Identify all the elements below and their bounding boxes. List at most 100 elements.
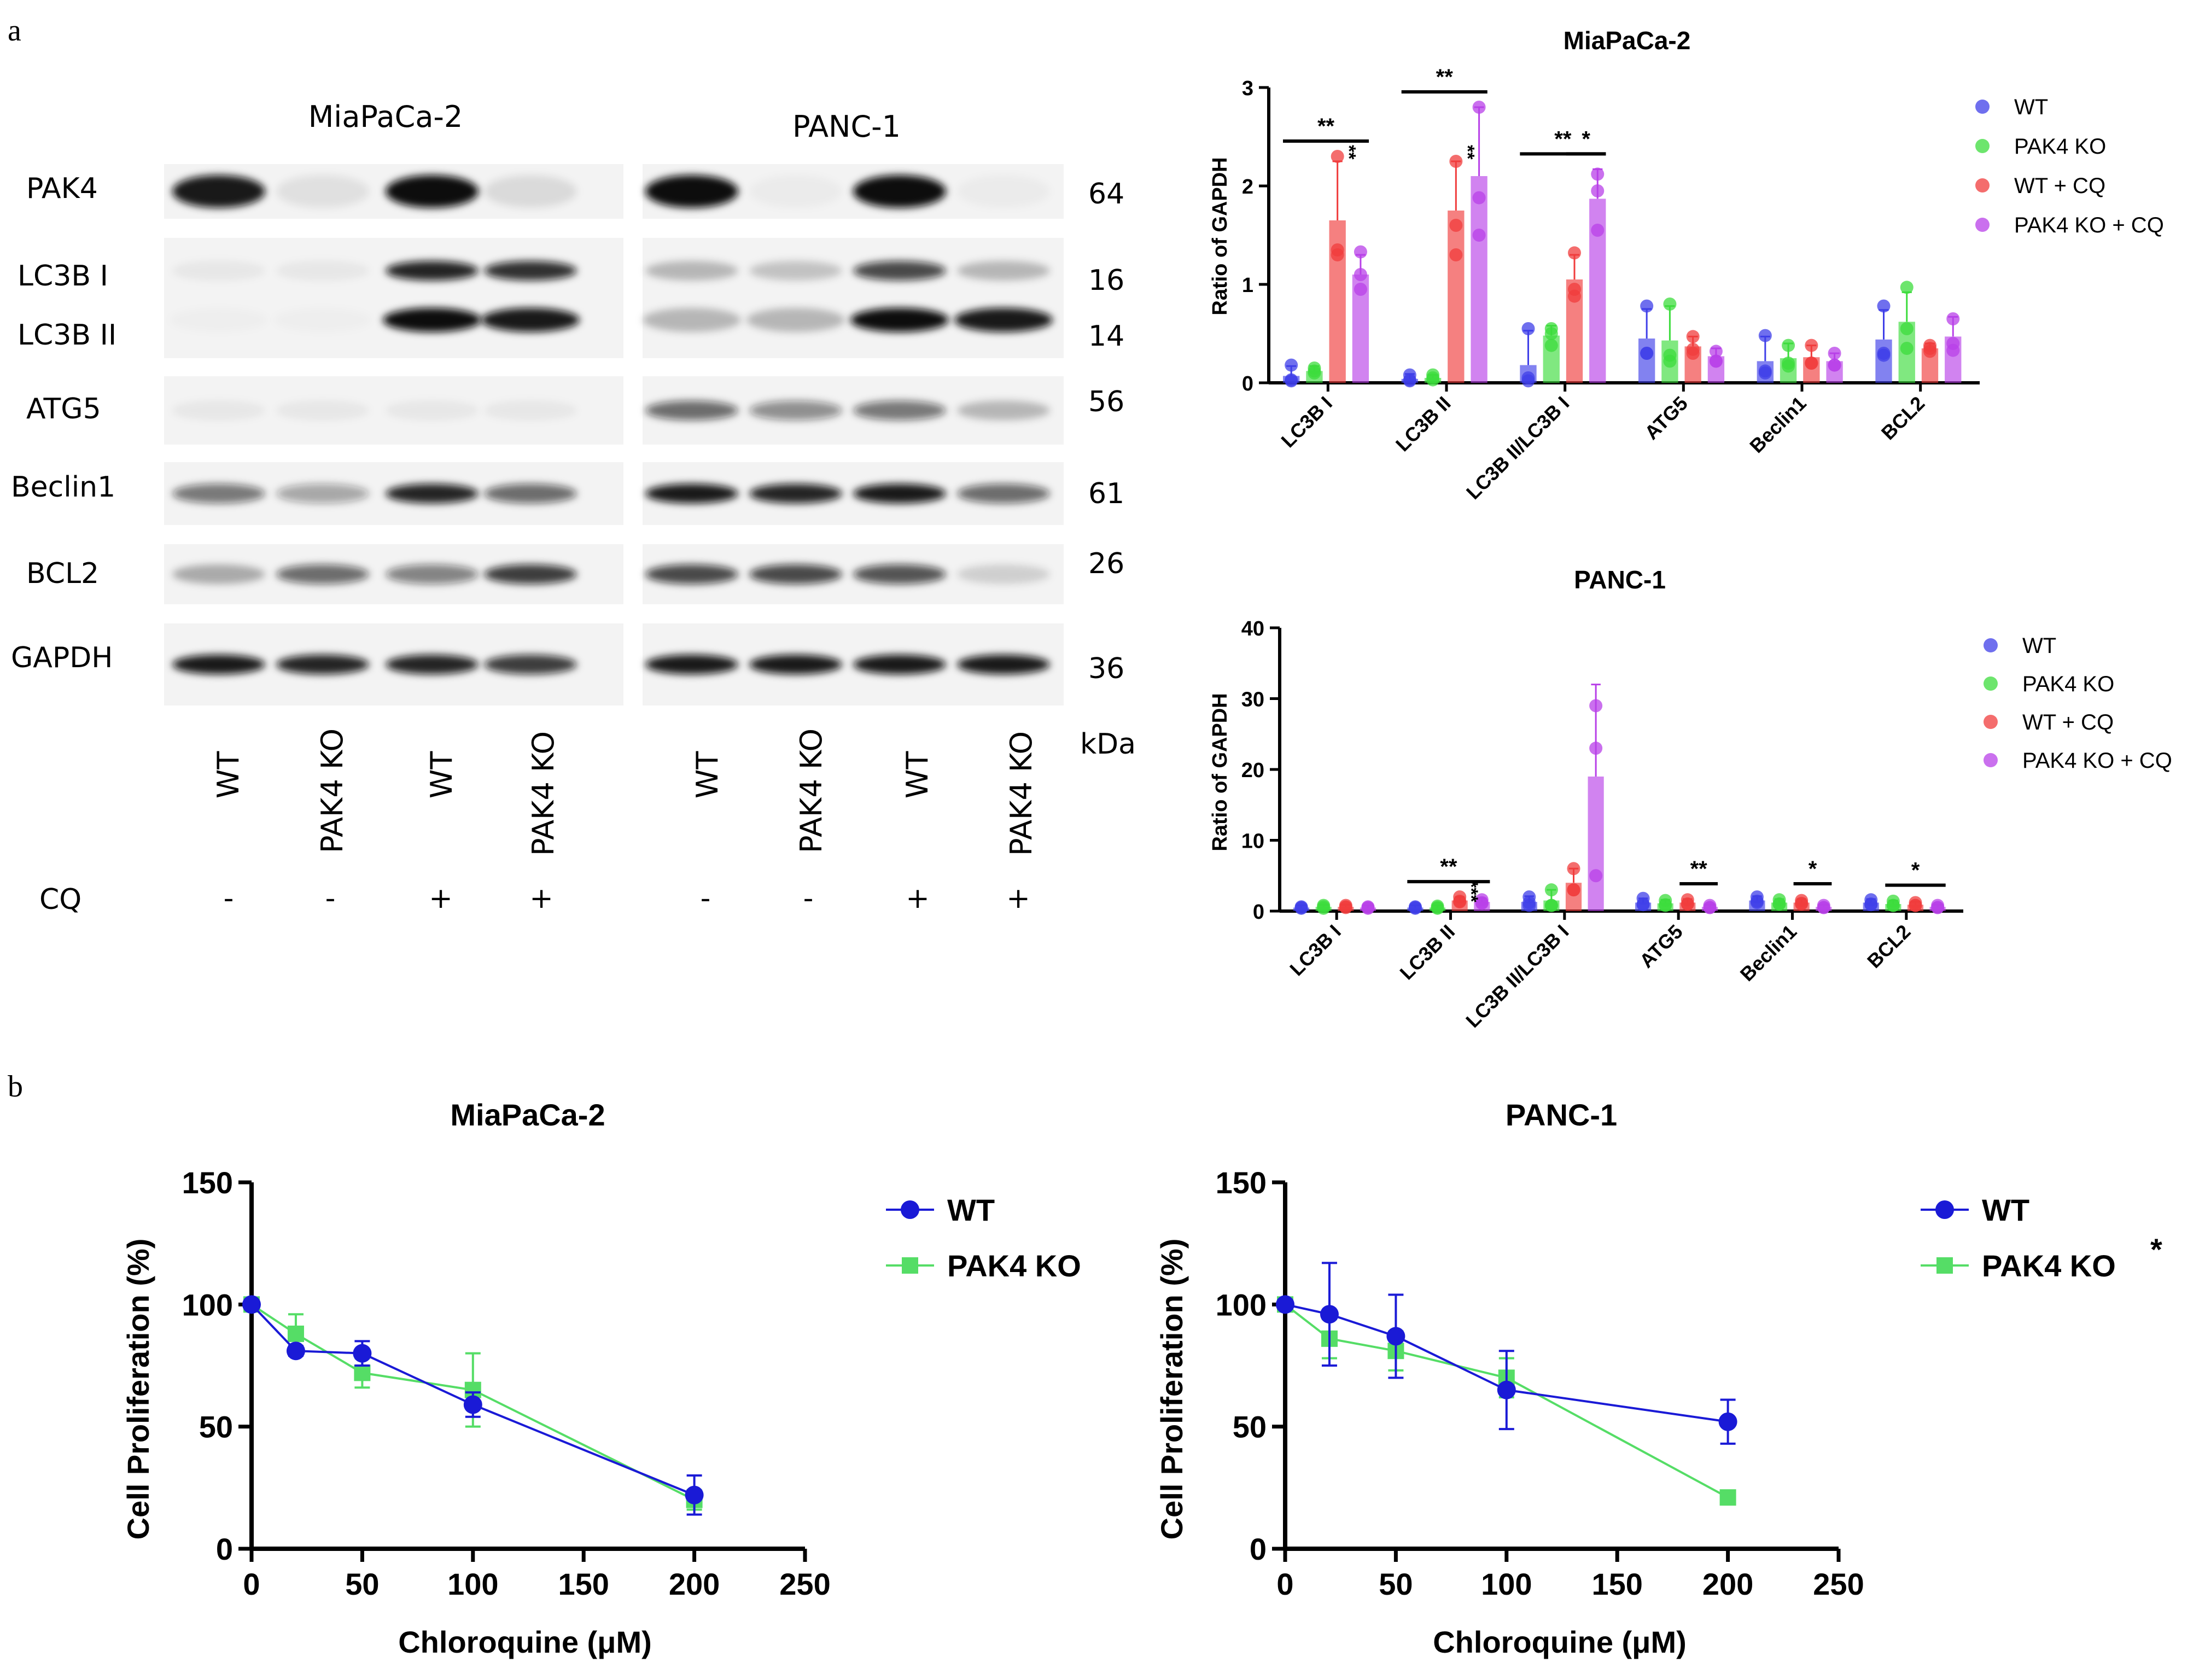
band [749,564,842,584]
line-chart-miapaca: MiaPaCa-2 Cell Proliferation (%) Chloroq… [121,1098,1081,1659]
lane-label-8: PAK4 KO [1004,731,1039,856]
x-tick-label: 200 [669,1567,720,1601]
significance-label: * [1582,127,1590,151]
legend: WT PAK4 KO WT + CQ PAK4 KO + CQ [1975,95,2164,237]
significance-label: ** [1457,145,1478,160]
data-point [1636,897,1650,911]
significance-label: * [1809,857,1817,881]
y-tick-label: 0 [1250,1532,1267,1566]
protein-label-bcl2: BCL2 [26,557,99,590]
data-point [1782,359,1795,373]
band [172,655,265,674]
y-axis-label: Ratio of GAPDH [1209,157,1232,315]
significance-label: ** [1436,65,1454,89]
legend-marker-wt-cq [1975,178,1990,192]
data-point [1317,900,1331,914]
band [386,175,479,208]
y-tick-label: 10 [1241,830,1264,853]
data-point [1403,373,1416,387]
significance-label: ** [1554,127,1572,151]
band [954,308,1053,332]
data-point-wt [463,1395,482,1414]
x-tick-label: 50 [1379,1567,1413,1601]
western-blot: MiaPaCa-2 PANC-1 PAK4 LC3B I LC3B II ATG… [11,100,1136,916]
significance-label: ** [1690,857,1708,881]
chart-title: PANC-1 [1506,1098,1617,1132]
lane-label-5: WT [690,751,725,798]
legend-label-wt: WT [2014,95,2048,119]
x-tick-label: 250 [1813,1567,1864,1601]
band [853,564,946,584]
lane-label-2: PAK4 KO [315,728,349,853]
legend-label-pak4-ko: PAK4 KO [1982,1249,2116,1283]
data-point [1709,345,1723,358]
band [172,175,265,208]
data-point [1544,883,1558,897]
kda-14: 14 [1088,320,1124,353]
protein-label-atg5: ATG5 [26,393,101,425]
band [383,308,481,332]
data-point [1709,354,1723,368]
band [853,261,946,281]
legend-label-wt-cq: WT + CQ [2014,174,2105,198]
data-point [1472,229,1486,242]
significance-label: ** [1317,114,1335,138]
x-tick-label: 50 [345,1567,379,1601]
chart-title: PANC-1 [1574,565,1666,594]
band [276,261,369,281]
cq-label: CQ [39,883,81,916]
data-point [1308,364,1321,378]
data-point [1909,899,1922,912]
band [853,655,946,674]
blot-cell-line-miapaca: MiaPaCa-2 [308,100,463,134]
y-tick-label: 0 [216,1532,233,1566]
x-tick-label: 0 [243,1567,260,1601]
plot-area: 0 50 100 150 0 50 100 150 200 250 [1216,1165,1864,1601]
lane-label-4: PAK4 KO [526,731,561,856]
lane-label-7: WT [900,751,935,798]
plot-area: 0 50 100 150 0 50 100 150 200 250 [182,1165,831,1601]
data-point [1431,901,1444,914]
band [484,564,577,584]
legend-marker-wt [1975,100,1990,114]
chart-title: MiaPaCa-2 [450,1098,605,1132]
data-point [1449,248,1463,261]
x-axis-label: Chloroquine (μM) [398,1625,652,1659]
legend: WT PAK4 KO * [1921,1193,2162,1283]
bar-wt-cq-lc3b-ii [1448,211,1465,383]
y-tick-label: 40 [1241,617,1264,640]
membrane-panc1-row-2 [643,238,1064,358]
data-point [1923,342,1936,355]
data-point [1544,327,1558,340]
cq-sign-4: + [529,882,553,915]
lane-label-3: WT [424,751,459,798]
legend: WT PAK4 KO [886,1193,1081,1283]
kda-36: 36 [1088,652,1124,685]
band [957,261,1050,281]
data-point [1900,322,1914,335]
band [957,175,1050,208]
legend: WT PAK4 KO WT + CQ PAK4 KO + CQ [1984,634,2172,773]
data-point [1591,224,1605,237]
y-tick-label: 3 [1242,77,1253,100]
data-point [1591,184,1605,197]
band [386,261,479,281]
data-point [1805,339,1818,352]
data-point [1686,342,1700,356]
legend-marker-wt-cq [1984,715,1998,729]
legend-label-pak4-ko: PAK4 KO [947,1249,1081,1283]
data-point [1589,699,1603,713]
band [645,175,738,208]
data-point [1758,366,1772,380]
data-point [1522,896,1536,909]
band [481,308,580,332]
data-point [1567,883,1580,897]
x-tick-label: 100 [447,1567,498,1601]
kda-16: 16 [1088,264,1124,297]
data-point [1640,347,1654,360]
y-axis-label: Cell Proliferation (%) [121,1239,155,1540]
band [276,564,369,584]
band [957,400,1050,421]
data-point [1426,371,1440,384]
bar-pak4-ko-cq-lc3b-ii-lc3b-i [1588,776,1604,911]
